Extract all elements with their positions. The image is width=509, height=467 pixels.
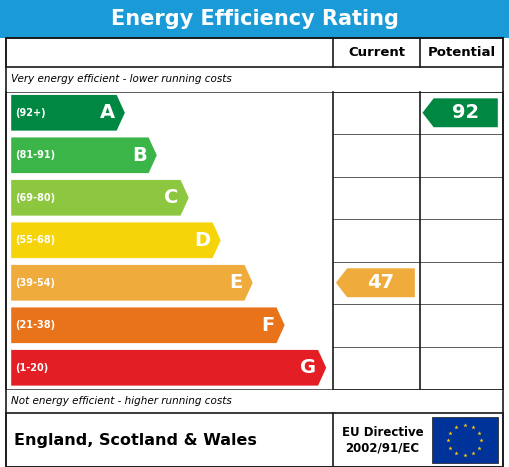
Text: G: G — [300, 358, 316, 377]
Text: (21-38): (21-38) — [15, 320, 55, 330]
Polygon shape — [336, 269, 415, 297]
Text: B: B — [132, 146, 147, 165]
Text: C: C — [164, 188, 179, 207]
Polygon shape — [11, 307, 285, 343]
Text: Energy Efficiency Rating: Energy Efficiency Rating — [110, 9, 399, 29]
Text: F: F — [261, 316, 274, 335]
Text: Not energy efficient - higher running costs: Not energy efficient - higher running co… — [11, 396, 232, 406]
Text: 47: 47 — [367, 273, 394, 292]
Text: Potential: Potential — [428, 46, 495, 59]
Text: (69-80): (69-80) — [15, 193, 55, 203]
Text: Very energy efficient - lower running costs: Very energy efficient - lower running co… — [11, 74, 232, 85]
Text: (39-54): (39-54) — [15, 278, 55, 288]
Text: A: A — [100, 103, 115, 122]
Polygon shape — [11, 222, 221, 258]
Polygon shape — [11, 95, 125, 131]
Text: (92+): (92+) — [15, 108, 46, 118]
Text: England, Scotland & Wales: England, Scotland & Wales — [14, 432, 257, 448]
Polygon shape — [11, 265, 252, 301]
Text: 92: 92 — [451, 103, 479, 122]
Text: EU Directive
2002/91/EC: EU Directive 2002/91/EC — [342, 426, 423, 454]
Text: (1-20): (1-20) — [15, 363, 48, 373]
Text: (55-68): (55-68) — [15, 235, 55, 245]
Text: E: E — [229, 273, 242, 292]
Polygon shape — [11, 137, 157, 173]
Text: D: D — [194, 231, 211, 250]
Polygon shape — [422, 99, 498, 127]
Bar — [0, 0, 509, 38]
Polygon shape — [11, 350, 326, 386]
Text: Current: Current — [348, 46, 405, 59]
Polygon shape — [11, 180, 189, 216]
Bar — [432, 417, 498, 463]
Text: (81-91): (81-91) — [15, 150, 55, 160]
